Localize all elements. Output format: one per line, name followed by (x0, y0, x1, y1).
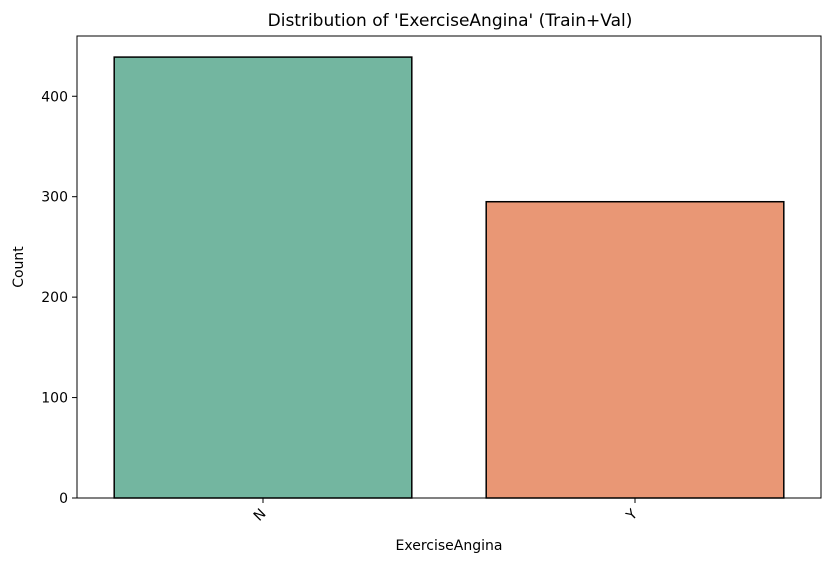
y-tick-label: 300 (41, 190, 68, 206)
chart-title: Distribution of 'ExerciseAngina' (Train+… (268, 11, 633, 31)
bar-y (485, 200, 785, 499)
y-tick-label: 0 (59, 491, 68, 507)
x-tick-label: N (251, 506, 270, 525)
y-tick-label: 400 (41, 89, 68, 105)
x-tick-label: Y (623, 506, 641, 524)
y-axis: 0 100 200 300 400 (41, 89, 77, 507)
plot-frame (76, 35, 822, 499)
bar-n (113, 56, 413, 499)
y-tick-label: 100 (41, 391, 68, 407)
y-axis-label: Count (11, 246, 27, 288)
x-axis-label: ExerciseAngina (396, 538, 503, 554)
y-tick-label: 200 (41, 290, 68, 306)
bars-group (113, 56, 785, 499)
